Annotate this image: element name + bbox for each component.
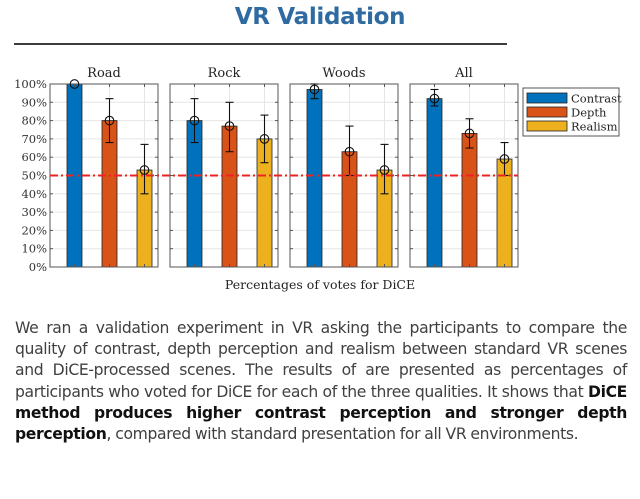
panel-title-rock: Rock [208, 66, 241, 81]
mean-marker [224, 121, 235, 131]
y-tick-label: 90% [21, 95, 47, 109]
legend-label-realism: Realism [571, 120, 618, 134]
y-tick-label: 50% [21, 169, 47, 183]
y-tick-label: 60% [21, 150, 47, 164]
mean-marker [69, 79, 80, 89]
mean-marker [429, 93, 440, 104]
bar-contrast [306, 89, 323, 268]
mean-marker [379, 165, 390, 175]
mean-marker [104, 115, 115, 126]
bar-contrast [426, 98, 443, 268]
bar-chart: Road Rock Woods All 0% 10% 20% 30% 40% 50% 60% 70% 8… [14, 66, 622, 292]
bar-depth [461, 133, 478, 268]
page-title: VR Validation [234, 4, 406, 30]
y-tick-label: 80% [21, 114, 47, 128]
panel-title-woods: Woods [322, 66, 365, 81]
mean-marker [499, 154, 510, 164]
description-highlight: DiCE method produces higher contrast per… [15, 382, 627, 444]
mean-marker [344, 146, 355, 157]
title-divider [14, 43, 507, 45]
legend-swatch-depth [526, 106, 568, 118]
y-tick-label: 10% [21, 242, 47, 256]
y-tick-label: 40% [21, 187, 47, 201]
legend-label-depth: Depth [571, 106, 607, 120]
y-tick-label: 30% [21, 205, 47, 219]
y-tick-label: 70% [21, 132, 47, 146]
y-tick-label: 0% [29, 260, 47, 274]
legend-label-contrast: Contrast [571, 92, 622, 106]
mean-marker [309, 84, 320, 95]
description-paragraph: We ran a validation experiment in VR ask… [15, 318, 627, 445]
mean-marker [464, 128, 475, 139]
description-text: We ran a validation experiment in VR ask… [15, 319, 627, 401]
mean-marker [259, 134, 270, 144]
description-text-end: , compared with standard presentation fo… [106, 425, 579, 444]
x-axis-label: Percentages of votes for DiCE [225, 277, 415, 292]
y-tick-label: 100% [14, 77, 47, 91]
y-tick-label: 20% [21, 223, 47, 237]
panel-title-road: Road [87, 66, 121, 81]
mean-marker [139, 165, 150, 175]
mean-marker [189, 115, 200, 126]
panel-title-all: All [454, 66, 473, 81]
legend-swatch-realism [526, 120, 568, 132]
legend-swatch-contrast [526, 92, 568, 104]
